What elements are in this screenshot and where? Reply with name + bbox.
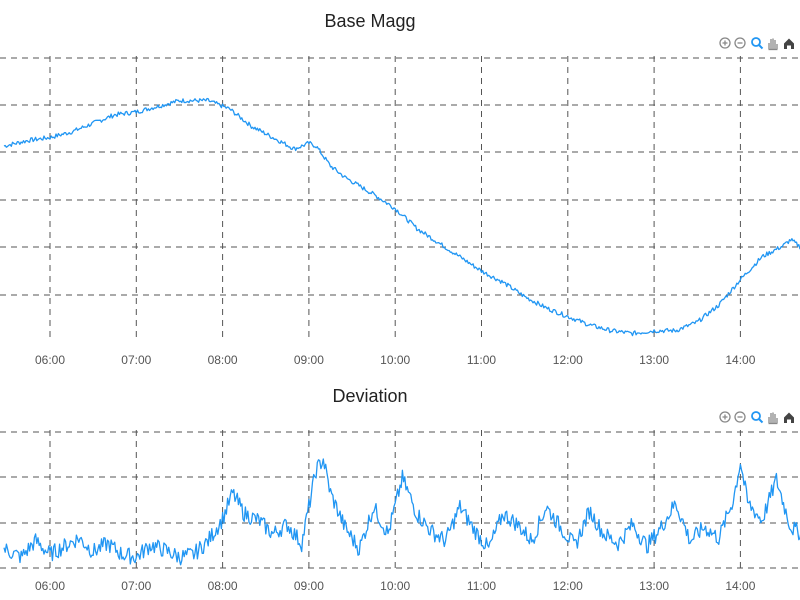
x-tick-label: 11:00	[467, 579, 496, 593]
x-tick-label: 07:00	[121, 579, 151, 593]
x-tick-label: 08:00	[208, 579, 238, 593]
pan-hand-icon[interactable]	[765, 409, 779, 425]
deviation-chart[interactable]: 06:00 07:00 08:00 09:00 10:00 11:00 12:00 13:00…	[0, 380, 800, 600]
x-tick-label: 09:00	[294, 353, 324, 367]
selection-zoom-icon[interactable]	[750, 35, 764, 51]
x-tick-label: 06:00	[35, 353, 65, 367]
x-tick-label: 13:00	[639, 353, 669, 367]
series-line	[3, 458, 800, 566]
x-tick-label: 08:00	[208, 353, 238, 367]
x-tick-label: 07:00	[121, 353, 151, 367]
reset-home-icon[interactable]	[782, 35, 796, 51]
x-tick-label: 12:00	[553, 579, 583, 593]
pan-hand-icon[interactable]	[765, 35, 779, 51]
zoom-out-icon[interactable]	[733, 409, 747, 425]
selection-zoom-icon[interactable]	[750, 409, 764, 425]
chart-toolbar	[718, 409, 800, 425]
base-magg-chart[interactable]: 06:00 07:00 08:00 09:00 10:00 11:00 12:00 13:00…	[0, 0, 800, 380]
zoom-in-icon[interactable]	[718, 35, 732, 51]
x-tick-label: 13:00	[639, 579, 669, 593]
zoom-in-icon[interactable]	[718, 409, 732, 425]
x-tick-label: 10:00	[380, 579, 410, 593]
x-tick-label: 10:00	[380, 353, 410, 367]
x-tick-label: 11:00	[467, 353, 496, 367]
chart-title: Base Magg	[324, 11, 416, 31]
x-tick-label: 14:00	[725, 579, 755, 593]
x-tick-label: 06:00	[35, 579, 65, 593]
x-tick-label: 12:00	[553, 353, 583, 367]
series-line	[3, 97, 800, 337]
chart-toolbar	[718, 35, 800, 51]
chart-title: Deviation	[332, 386, 408, 406]
reset-home-icon[interactable]	[782, 409, 796, 425]
x-tick-label: 09:00	[294, 579, 324, 593]
zoom-out-icon[interactable]	[733, 35, 747, 51]
x-tick-label: 14:00	[725, 353, 755, 367]
